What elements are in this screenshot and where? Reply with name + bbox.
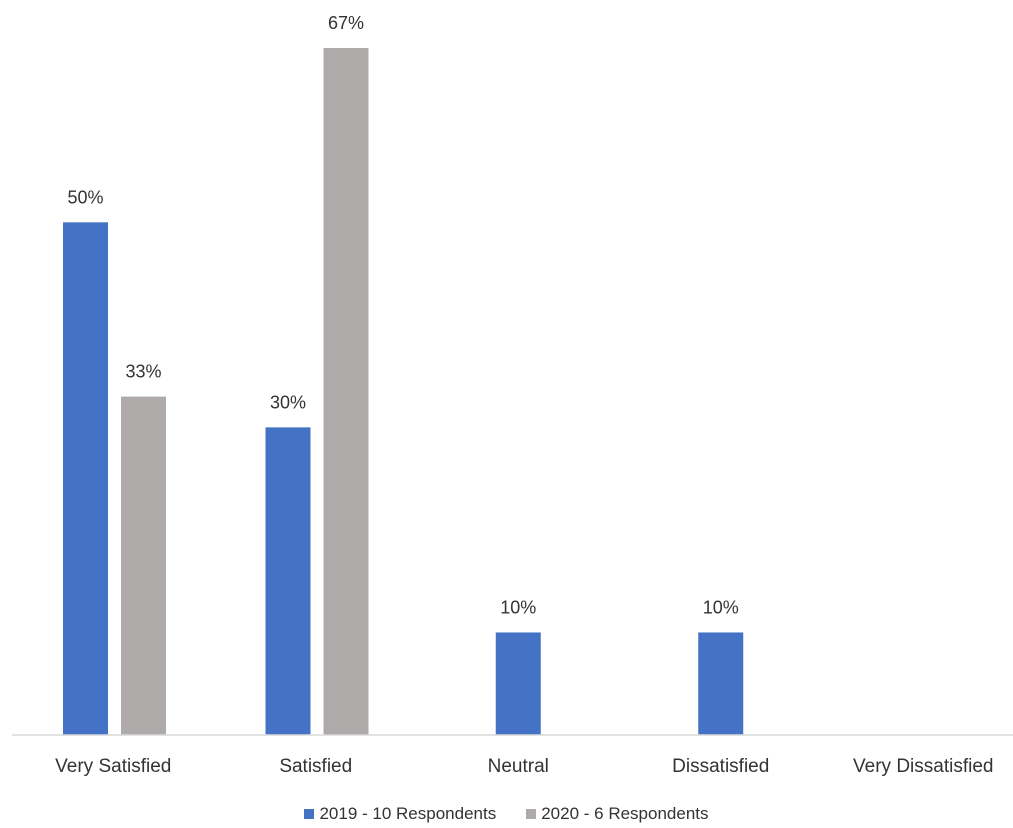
bars-group: [63, 48, 744, 736]
data-label: 10%: [500, 597, 536, 617]
data-label: 33%: [125, 362, 161, 382]
legend: 2019 - 10 Respondents 2020 - 6 Responden…: [0, 800, 1013, 828]
data-label: 10%: [703, 597, 739, 617]
category-labels-group: Very Satisfied Satisfied Neutral Dissatisfi…: [55, 756, 993, 777]
category-label: Neutral: [488, 756, 549, 777]
bar-2019: [495, 632, 541, 735]
bar-2020: [323, 48, 369, 735]
data-label: 30%: [270, 392, 306, 412]
legend-item-2020: 2020 - 6 Respondents: [526, 804, 709, 824]
legend-label-2020: 2020 - 6 Respondents: [541, 804, 709, 823]
bar-2019: [265, 427, 311, 735]
category-label: Satisfied: [279, 756, 352, 777]
bar-chart: 50% 33% 30% 67% 10% 10% Very Satisfied Satisfi…: [12, 13, 1013, 777]
bar-2020: [121, 396, 166, 735]
bar-2019: [63, 222, 108, 736]
category-label: Very Dissatisfied: [853, 756, 993, 777]
data-label: 67%: [328, 13, 364, 33]
legend-swatch-2020: [526, 809, 537, 819]
legend-swatch-2019: [304, 809, 315, 819]
value-labels-group: 50% 33% 30% 67% 10% 10%: [67, 13, 738, 617]
legend-item-2019: 2019 - 10 Respondents: [304, 804, 496, 824]
category-label: Very Satisfied: [55, 756, 171, 777]
bar-2019: [698, 632, 744, 735]
category-label: Dissatisfied: [672, 756, 769, 777]
data-label: 50%: [67, 187, 103, 207]
legend-label-2019: 2019 - 10 Respondents: [319, 804, 497, 823]
